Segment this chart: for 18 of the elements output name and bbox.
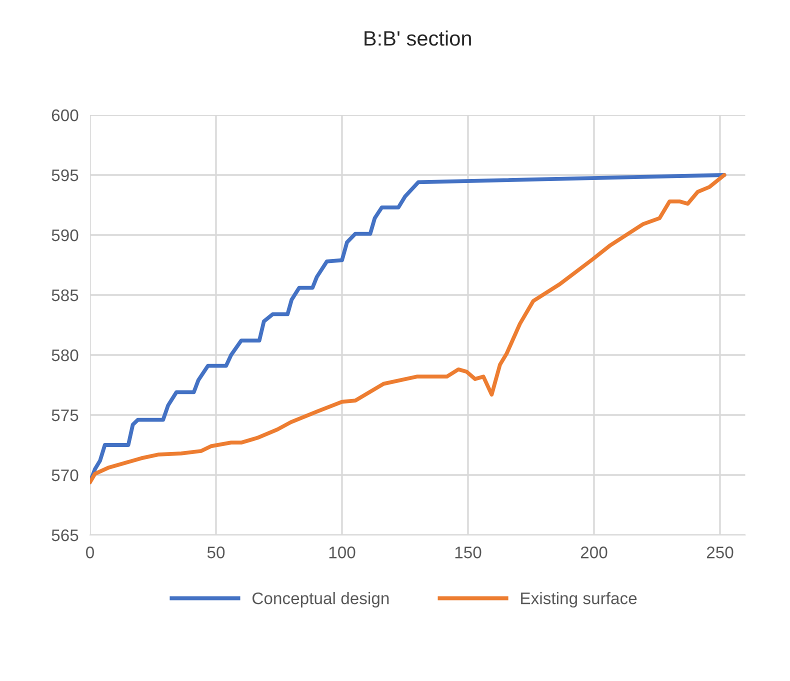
y-tick-label: 600	[52, 109, 78, 122]
y-tick-label: 580	[52, 349, 78, 362]
x-tick-label: 150	[455, 546, 482, 558]
line-series	[90, 173, 726, 484]
y-tick-label: 595	[52, 169, 78, 182]
chart-title: B:B' section	[364, 30, 471, 46]
y-tick-label: 570	[52, 469, 78, 482]
x-tick-label: 0	[86, 546, 94, 558]
x-tick-label: 100	[329, 546, 356, 558]
y-tick-label: 585	[52, 289, 78, 302]
y-tick-label: 565	[52, 529, 78, 542]
x-tick-label: 50	[207, 546, 225, 558]
legend-label: Conceptual design	[252, 592, 389, 608]
legend-label: Existing surface	[521, 592, 637, 608]
y-tick-label: 590	[52, 229, 78, 242]
x-tick-label: 250	[706, 546, 734, 558]
x-tick-label: 200	[580, 546, 608, 558]
y-tick-label: 575	[52, 410, 78, 422]
